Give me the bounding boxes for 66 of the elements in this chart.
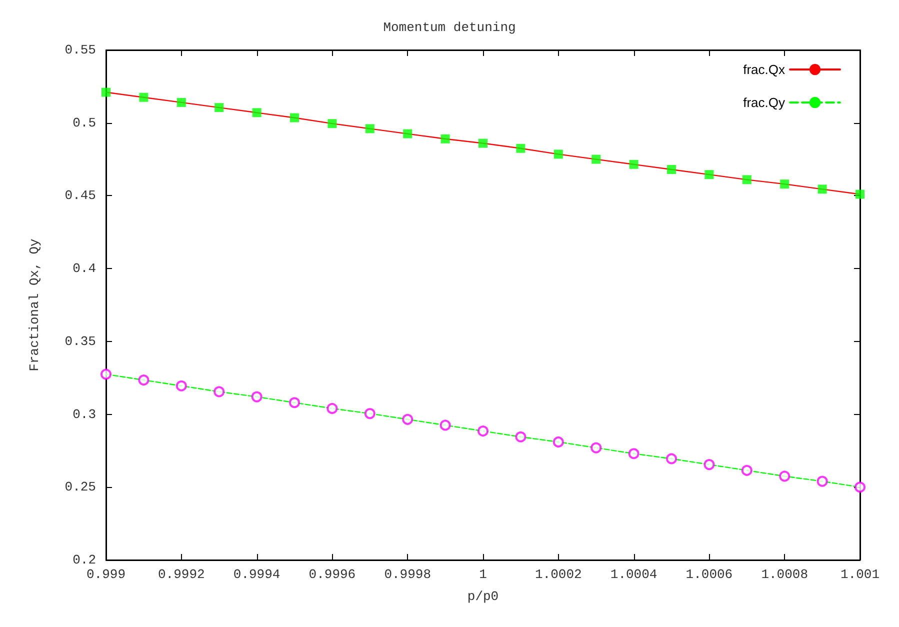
y-tick-label: 0.45 (64, 188, 96, 204)
y-tick-label: 0.5 (72, 115, 96, 130)
point (779, 470, 790, 482)
y-tick-label: 0.25 (64, 480, 96, 495)
x-axis-title: p/p0 (467, 589, 499, 604)
point (552, 436, 564, 448)
x-tick-label: 0.9992 (158, 567, 205, 582)
point (666, 453, 677, 464)
point (328, 119, 337, 128)
point (704, 170, 714, 180)
point (440, 134, 450, 144)
x-tick-label: 1.0006 (686, 567, 733, 582)
point (704, 459, 715, 470)
y-tick-label: 0.55 (64, 42, 96, 58)
point (629, 160, 638, 169)
point (440, 420, 451, 431)
y-tick-label: 0.4 (72, 261, 96, 276)
point (326, 402, 338, 414)
point (365, 124, 374, 134)
y-tick-label: 0.35 (64, 334, 96, 349)
point (478, 138, 488, 148)
x-tick-label: 1.001 (840, 567, 880, 582)
point (516, 144, 526, 153)
point (364, 408, 376, 420)
point (478, 426, 488, 437)
point (515, 431, 526, 442)
point (214, 103, 224, 112)
point (742, 175, 752, 184)
point (741, 464, 752, 476)
point (251, 391, 262, 402)
x-tick-label: 1.0008 (761, 567, 808, 582)
chart-title: Momentum detuning (383, 20, 516, 35)
point (854, 482, 866, 493)
point (138, 374, 150, 386)
point (628, 448, 640, 460)
point (667, 164, 676, 174)
point (290, 113, 299, 122)
x-tick-label: 0.999 (86, 567, 126, 582)
point (176, 98, 186, 107)
point (816, 476, 828, 487)
y-axis-title: Fractional Qx, Qy (27, 238, 42, 372)
x-tick-label: 0.9998 (384, 567, 432, 582)
point (402, 414, 414, 425)
point (100, 368, 112, 380)
point (403, 129, 412, 138)
legend-label: frac.Qy (743, 95, 786, 110)
point (289, 397, 300, 408)
point (214, 386, 225, 398)
point (554, 150, 563, 159)
x-tick-label: 0.9996 (308, 567, 356, 582)
point (592, 154, 601, 164)
point (252, 108, 262, 118)
x-tick-label: 0.9994 (233, 567, 280, 582)
x-tick-label: 1.0002 (534, 567, 582, 582)
point (818, 184, 827, 194)
legend-label: frac.Qx (743, 62, 786, 77)
point (856, 190, 864, 199)
point (780, 180, 790, 189)
point (176, 380, 187, 392)
y-tick-label: 0.2 (72, 552, 96, 568)
point (102, 88, 110, 97)
point (590, 442, 602, 454)
y-tick-label: 0.3 (72, 406, 96, 422)
point (139, 92, 148, 102)
x-tick-label: 1.0004 (610, 567, 658, 582)
x-tick-label: 1 (479, 567, 488, 582)
